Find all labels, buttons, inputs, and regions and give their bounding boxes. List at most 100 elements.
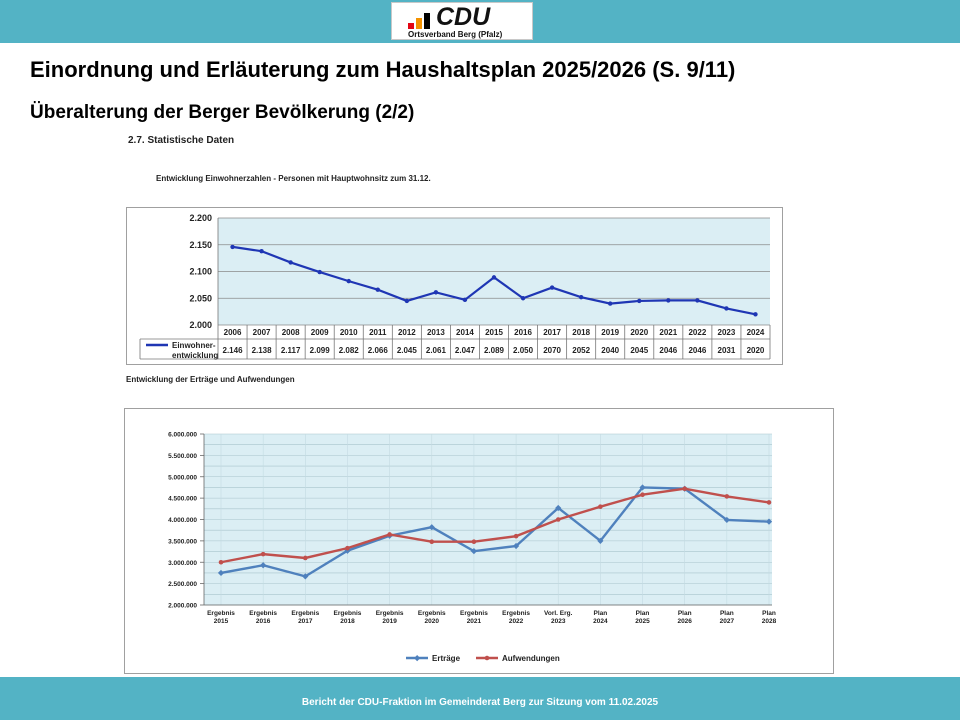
x-tick-label: 2020 bbox=[425, 618, 440, 625]
x-tick-label: 2016 bbox=[514, 328, 532, 337]
x-tick-label: Ergebnis bbox=[249, 610, 277, 617]
x-tick-label: Ergebnis bbox=[376, 610, 404, 617]
data-point bbox=[260, 551, 266, 557]
x-tick-label: 2021 bbox=[659, 328, 677, 337]
x-tick-label: 2027 bbox=[720, 618, 735, 625]
x-tick-label: Vorl. Erg. bbox=[544, 610, 573, 617]
data-point bbox=[549, 285, 555, 290]
table-value: 2.050 bbox=[513, 346, 534, 355]
logo-subtext: Ortsverband Berg (Pfalz) bbox=[408, 30, 503, 39]
x-tick-label: 2024 bbox=[593, 618, 608, 625]
x-tick-label: 2024 bbox=[747, 328, 765, 337]
x-tick-label: 2008 bbox=[282, 328, 300, 337]
x-tick-label: Plan bbox=[762, 610, 776, 617]
data-point bbox=[259, 248, 264, 254]
x-tick-label: 2011 bbox=[369, 328, 387, 337]
data-point bbox=[375, 287, 380, 292]
table-value: 2.045 bbox=[397, 346, 418, 355]
data-point bbox=[555, 517, 561, 522]
x-tick-label: 2019 bbox=[382, 618, 397, 625]
x-tick-label: Plan bbox=[636, 610, 650, 617]
data-point bbox=[608, 301, 613, 306]
table-value: 2020 bbox=[747, 346, 765, 355]
x-tick-label: 2017 bbox=[298, 618, 313, 625]
data-point bbox=[387, 532, 392, 537]
x-tick-label: 2013 bbox=[427, 328, 445, 337]
x-tick-label: Plan bbox=[594, 610, 608, 617]
table-value: 2.061 bbox=[426, 346, 447, 355]
table-value: 2046 bbox=[659, 346, 677, 355]
table-value: 2.099 bbox=[310, 346, 331, 355]
data-point bbox=[513, 533, 519, 539]
section-heading: 2.7. Statistische Daten bbox=[128, 135, 235, 146]
table-value: 2052 bbox=[572, 346, 590, 355]
x-tick-label: 2018 bbox=[572, 328, 590, 337]
table-value: 2.089 bbox=[484, 346, 505, 355]
table-value: 2.082 bbox=[339, 346, 360, 355]
y-tick-label: 2.050 bbox=[189, 293, 212, 303]
data-point bbox=[753, 312, 758, 317]
x-tick-label: 2015 bbox=[214, 618, 229, 625]
data-point bbox=[462, 297, 468, 303]
page-title: Einordnung und Erläuterung zum Haushalts… bbox=[30, 57, 736, 82]
x-tick-label: Ergebnis bbox=[334, 610, 362, 617]
data-point bbox=[471, 539, 477, 545]
x-tick-label: Ergebnis bbox=[207, 610, 235, 617]
data-point bbox=[520, 296, 526, 301]
data-point bbox=[230, 244, 235, 250]
x-tick-label: 2028 bbox=[762, 618, 777, 625]
x-tick-label: 2025 bbox=[635, 618, 650, 625]
data-point bbox=[429, 539, 435, 545]
y-tick-label: 4.000.000 bbox=[168, 517, 197, 524]
series-line-aufwendungen bbox=[220, 487, 770, 564]
x-tick-label: 2022 bbox=[509, 618, 524, 625]
x-tick-label: 2009 bbox=[311, 328, 329, 337]
data-point bbox=[637, 298, 642, 304]
y-tick-label: 2.000 bbox=[189, 320, 212, 330]
data-point bbox=[598, 504, 603, 509]
x-tick-label: Plan bbox=[720, 610, 734, 617]
table-value: 2.138 bbox=[252, 346, 273, 355]
table-value: 2045 bbox=[630, 346, 648, 355]
x-tick-label: 2010 bbox=[340, 328, 358, 337]
data-point bbox=[666, 298, 671, 303]
legend-marker bbox=[484, 655, 490, 661]
logo-text: CDU bbox=[436, 3, 491, 31]
legend-label: Erträge bbox=[432, 654, 461, 663]
table-value: 2046 bbox=[688, 346, 706, 355]
data-point bbox=[491, 275, 497, 280]
data-point bbox=[682, 486, 687, 492]
legend-label: Einwohner- bbox=[172, 341, 216, 350]
y-tick-label: 2.000.000 bbox=[168, 603, 197, 610]
table-value: 2.047 bbox=[455, 346, 476, 355]
y-tick-label: 4.500.000 bbox=[168, 496, 197, 503]
data-point bbox=[404, 298, 410, 304]
data-point bbox=[640, 492, 645, 498]
x-tick-label: 2006 bbox=[224, 328, 242, 337]
table-value: 2031 bbox=[718, 346, 736, 355]
finance-chart-caption: Entwicklung der Erträge und Aufwendungen bbox=[126, 375, 295, 384]
x-tick-label: Ergebnis bbox=[502, 610, 530, 617]
data-point bbox=[303, 555, 308, 561]
x-tick-label: 2016 bbox=[256, 618, 271, 625]
logo-bars-icon bbox=[408, 13, 430, 29]
data-point bbox=[724, 494, 730, 499]
table-value: 2.117 bbox=[281, 346, 301, 355]
data-point bbox=[578, 294, 584, 300]
y-tick-label: 6.000.000 bbox=[168, 432, 197, 439]
data-point bbox=[346, 278, 351, 284]
data-point bbox=[724, 306, 729, 311]
x-tick-label: Ergebnis bbox=[418, 610, 446, 617]
y-tick-label: 2.500.000 bbox=[168, 581, 197, 588]
legend-label: entwicklung bbox=[172, 351, 218, 360]
footer-text: Bericht der CDU-Fraktion im Gemeinderat … bbox=[301, 697, 659, 708]
data-point bbox=[288, 260, 293, 265]
page-subtitle: Überalterung der Berger Bevölkerung (2/2… bbox=[30, 102, 415, 123]
finance-chart: 2.000.000 2.500.000 3.000.000 3.500.000 4.00… bbox=[124, 408, 834, 674]
x-tick-label: 2022 bbox=[688, 328, 706, 337]
data-point bbox=[695, 298, 700, 303]
data-point bbox=[218, 559, 224, 565]
x-tick-label: Ergebnis bbox=[291, 610, 319, 617]
x-tick-label: 2023 bbox=[718, 328, 736, 337]
population-chart: 2.000 2.050 2.100 2.150 2.200 2006 2.146 2007 2.… bbox=[126, 207, 783, 365]
